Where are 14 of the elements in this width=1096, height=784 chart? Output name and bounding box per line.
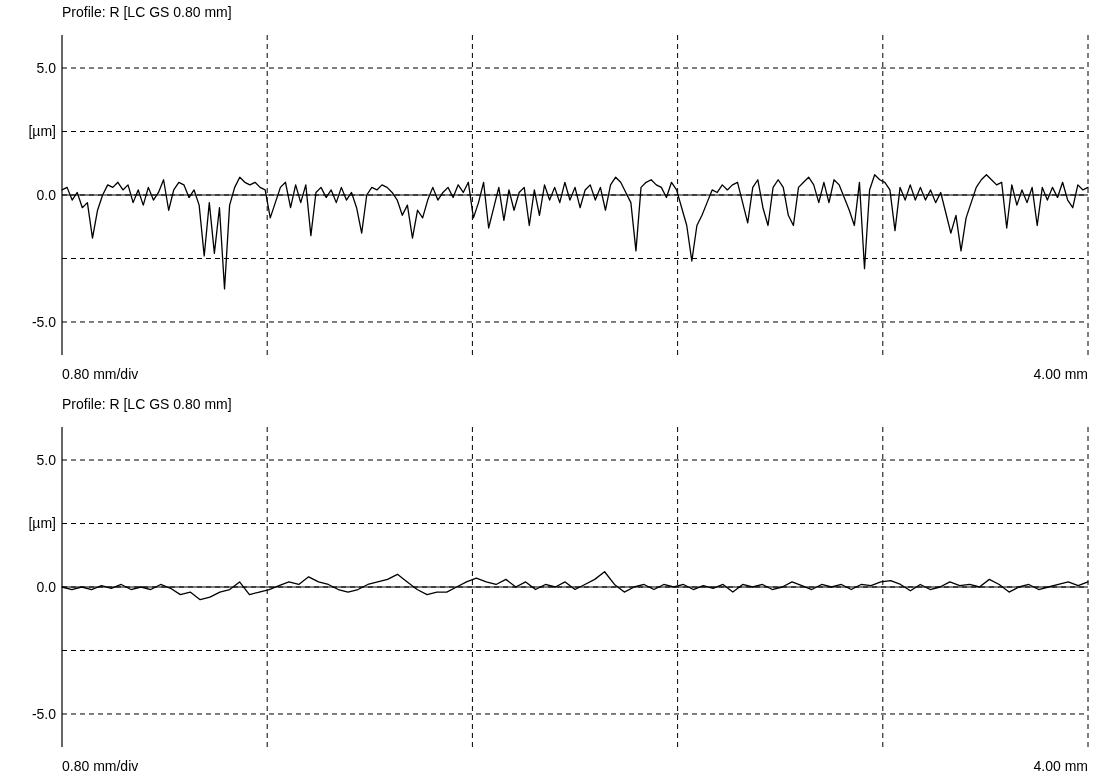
y-axis-title: [µm] [28,515,56,532]
chart-title: Profile: R [LC GS 0.80 mm] [62,396,232,412]
y-tick-label: 0.0 [36,186,57,203]
y-tick-label: 5.0 [36,451,57,468]
text: 0.80 mm/div [62,366,139,382]
text: 4.00 mm [1033,758,1088,774]
text: 4.00 mm [1033,366,1088,382]
chart-title: Profile: R [LC GS 0.80 mm] [62,4,232,20]
y-tick-label: 0.0 [36,578,57,595]
y-tick-label: 5.0 [36,59,57,76]
y-tick-label: -5.0 [31,313,57,330]
text: 0.80 mm/div [62,758,139,774]
y-tick-label: -5.0 [31,705,57,722]
y-axis-title: [µm] [28,123,56,140]
